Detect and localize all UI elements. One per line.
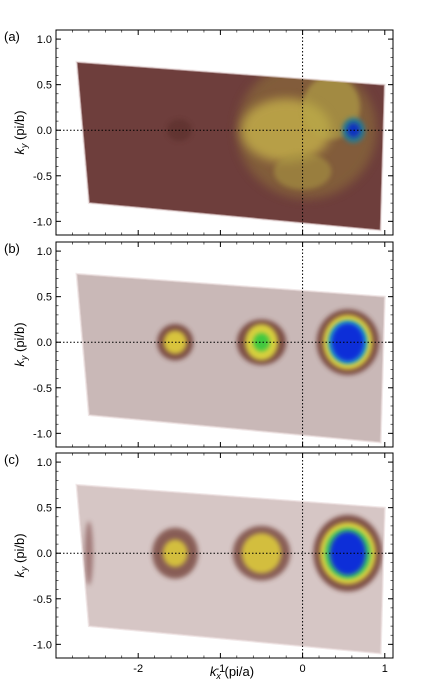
y-tick-label: 0.0 — [37, 548, 52, 560]
y-tick-label: -1.0 — [33, 428, 52, 440]
panel-frame — [55, 241, 394, 448]
x-axis-label-group: kx (pi/a) — [210, 664, 254, 681]
map-edge — [75, 483, 386, 655]
x-axis-label-sub: x — [215, 671, 221, 681]
y-axis-label-unit: (pi/b) — [12, 533, 27, 566]
x-tick-label: 0 — [300, 663, 306, 675]
y-tick-label: 0.0 — [37, 337, 52, 349]
y-tick-label: -1.0 — [33, 216, 52, 228]
intensity-spot — [241, 533, 282, 574]
panel-label: (c) — [4, 452, 19, 467]
panel-frame — [55, 29, 394, 236]
y-tick-label: 1.0 — [37, 246, 52, 258]
y-tick-label: 1.0 — [37, 34, 52, 46]
y-axis-label: ky (pi/b) — [12, 322, 29, 366]
intensity-map — [76, 273, 385, 443]
y-tick-label: 0.5 — [37, 292, 52, 304]
panel-1: 1.0 0.5 0.0 -0.5 -1.0 ky (pi/b) (a) — [4, 29, 394, 236]
y-tick-label: 0.5 — [37, 503, 52, 515]
intensity-map — [76, 61, 385, 231]
x-axis-label: kx (pi/a) — [210, 664, 254, 681]
x-tick-label: -2 — [133, 663, 143, 675]
intensity-spot — [253, 333, 270, 352]
map-background — [76, 273, 385, 443]
y-axis-label-sub: y — [19, 143, 29, 149]
y-axis-label: ky (pi/b) — [12, 110, 29, 154]
x-tick-label: 1 — [382, 663, 388, 675]
y-tick-label: -0.5 — [33, 594, 52, 606]
panel-frame — [55, 452, 394, 659]
y-axis-label-sub: y — [19, 566, 29, 572]
y-axis-label-main: k — [12, 147, 27, 155]
intensity-map — [76, 484, 385, 654]
y-tick-label: -0.5 — [33, 383, 52, 395]
panel-2: 1.0 0.5 0.0 -0.5 -1.0 ky (pi/b) (b) — [4, 241, 394, 448]
y-tick-label: 0.5 — [37, 80, 52, 92]
y-axis-label-main: k — [12, 359, 27, 367]
x-axis-label-main: k — [210, 664, 218, 679]
map-edge — [75, 272, 386, 444]
y-tick-label: -0.5 — [33, 171, 52, 183]
map-edge — [75, 60, 386, 232]
y-axis-label: ky (pi/b) — [12, 533, 29, 577]
map-background — [76, 484, 385, 654]
y-axis-label-main: k — [12, 570, 27, 578]
y-tick-label: -1.0 — [33, 639, 52, 651]
panel-label: (b) — [4, 241, 20, 256]
x-axis-label-unit: (pi/a) — [221, 664, 254, 679]
x-tick-label: -1 — [215, 663, 225, 675]
y-axis-label-unit: (pi/b) — [12, 110, 27, 143]
y-tick-label: 0.0 — [37, 125, 52, 137]
y-tick-label: 1.0 — [37, 457, 52, 469]
panel-3: 1.0 0.5 0.0 -0.5 -1.0 ky (pi/b) (c) -2 -1 0 1 — [4, 452, 394, 675]
y-axis-label-sub: y — [19, 355, 29, 361]
y-axis-label-unit: (pi/b) — [12, 322, 27, 355]
panel-label: (a) — [4, 29, 20, 44]
